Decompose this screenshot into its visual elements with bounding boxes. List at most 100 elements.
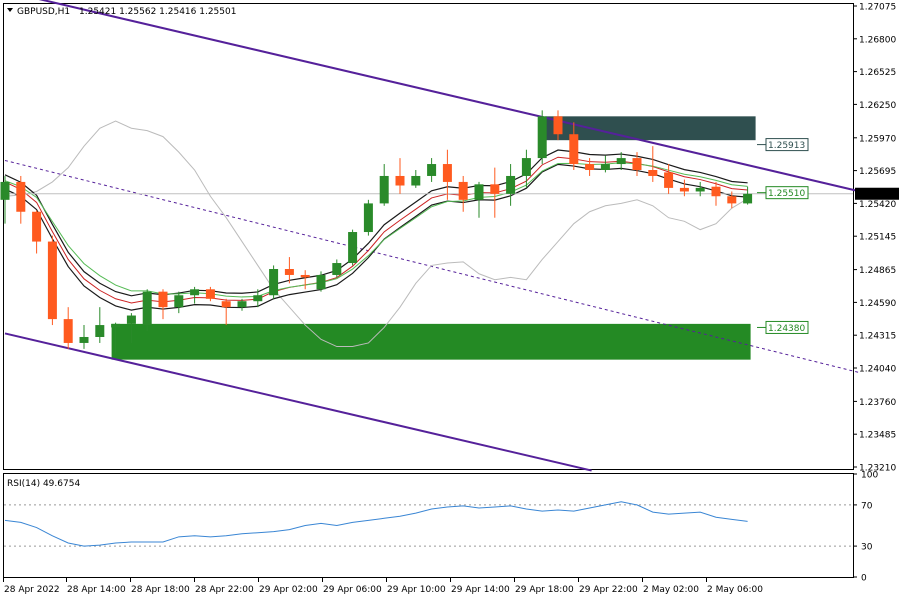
rsi-tick-label: 0 [861, 574, 867, 584]
channel-lower [4, 332, 592, 472]
rsi-tick-label: 30 [861, 543, 873, 553]
price-axis: 1.27075 1.26800 1.26525 1.26250 1.25970 1.256… [853, 3, 899, 474]
candle-body [79, 336, 89, 343]
rsi-line [4, 501, 748, 547]
price-tick-label: 1.24865 [859, 266, 896, 276]
candle-body [474, 184, 484, 200]
candle-body [632, 158, 642, 171]
level-lower-box [765, 320, 809, 334]
time-tick-label: 28 Apr 2022 [4, 585, 60, 595]
price-tick-label: 1.27075 [859, 3, 896, 13]
candle-body [553, 116, 563, 135]
candle-body [616, 158, 626, 165]
levels-layer: 1.25913 1.25510 1.24380 [757, 138, 809, 334]
candle-body [743, 193, 753, 204]
candle-body [190, 289, 200, 296]
candle-body [506, 175, 516, 194]
candle-body [16, 181, 26, 212]
time-tick-label: 28 Apr 22:00 [195, 585, 254, 595]
candle-body [537, 116, 547, 159]
candle-body [32, 211, 42, 242]
candle-body [585, 164, 595, 171]
lower-band-line [4, 163, 748, 311]
candle-body [569, 134, 579, 165]
price-tick-label: 1.25695 [859, 167, 896, 177]
time-tick-label: 2 May 06:00 [707, 585, 763, 595]
candle-body [237, 301, 247, 308]
current-price-label: 1.25501 [858, 190, 895, 200]
channel-upper [38, 0, 861, 193]
ohlc-readout: 1.25421 1.25562 1.25416 1.25501 [79, 7, 236, 17]
price-tick-label: 1.26250 [859, 101, 896, 111]
level-lower-label: 1.24380 [768, 324, 805, 334]
level-upper-label: 1.25913 [768, 141, 805, 151]
candle-body [205, 289, 215, 299]
channel-layer [4, 0, 861, 472]
price-tick-label: 1.25420 [859, 200, 896, 210]
symbol-label: GBPUSD,H1 [17, 7, 70, 17]
candle-body [442, 164, 452, 182]
time-tick-label: 28 Apr 18:00 [131, 585, 190, 595]
candle-body [284, 269, 294, 275]
price-tick-label: 1.24590 [859, 299, 896, 309]
price-tick-label: 1.23210 [859, 464, 896, 474]
price-tick-label: 1.24040 [859, 365, 896, 375]
candle-body [490, 184, 500, 194]
rsi-layer: 100 70 30 0 [4, 471, 878, 584]
candle-body [47, 241, 57, 320]
level-upper-box [765, 138, 809, 152]
candle-body [300, 274, 310, 278]
candle-body [158, 291, 168, 308]
time-tick-label: 29 Apr 06:00 [323, 585, 382, 595]
candle-body [221, 301, 231, 308]
candle-body [269, 269, 279, 296]
candle-body [332, 263, 342, 275]
time-tick-label: 29 Apr 10:00 [387, 585, 446, 595]
zones-layer [111, 116, 756, 360]
candle-body [126, 315, 136, 324]
time-tick-label: 29 Apr 14:00 [451, 585, 510, 595]
candle-body [695, 187, 705, 192]
dropdown-triangle-icon[interactable] [7, 8, 13, 12]
support-zone [111, 323, 751, 360]
price-tick-label: 1.26800 [859, 35, 896, 45]
candle-body [111, 323, 121, 328]
candle-body [63, 319, 73, 343]
candle-body [379, 175, 389, 204]
upper-band-line [4, 149, 748, 297]
level-mid-box [765, 186, 809, 200]
candle-body [95, 325, 105, 337]
price-tick-label: 1.24315 [859, 332, 896, 342]
current-price-box [855, 187, 899, 200]
price-tick-label: 1.25970 [859, 134, 896, 144]
rsi-tick-label: 100 [861, 471, 878, 481]
channel-midline [4, 159, 861, 374]
candle-body [142, 291, 152, 326]
candle-body [664, 172, 674, 188]
candle-body [0, 181, 10, 200]
candle-body [521, 158, 531, 176]
rsi-tick-label: 70 [861, 501, 873, 511]
candle-body [174, 295, 184, 308]
price-tick-label: 1.25145 [859, 233, 896, 243]
time-tick-label: 28 Apr 14:00 [67, 585, 126, 595]
candle-body [600, 164, 610, 171]
price-tick-label: 1.23760 [859, 398, 896, 408]
price-tick-label: 1.26525 [859, 68, 896, 78]
time-tick-label: 29 Apr 18:00 [515, 585, 574, 595]
time-tick-label: 29 Apr 02:00 [259, 585, 318, 595]
time-axis: 28 Apr 2022 28 Apr 14:00 28 Apr 18:00 28 Ap… [3, 578, 763, 595]
level-mid-label: 1.25510 [768, 189, 805, 199]
candle-body [648, 170, 658, 176]
candle-body [458, 181, 468, 200]
candles-layer [0, 110, 753, 354]
candle-body [395, 175, 405, 186]
candle-body [427, 164, 437, 176]
resistance-zone [545, 116, 756, 141]
envelope-line [4, 120, 748, 348]
price-tick-label: 1.23485 [859, 431, 896, 441]
rsi-label: RSI(14) 49.6754 [7, 479, 80, 489]
candle-body [253, 295, 263, 302]
time-tick-label: 29 Apr 22:00 [579, 585, 638, 595]
